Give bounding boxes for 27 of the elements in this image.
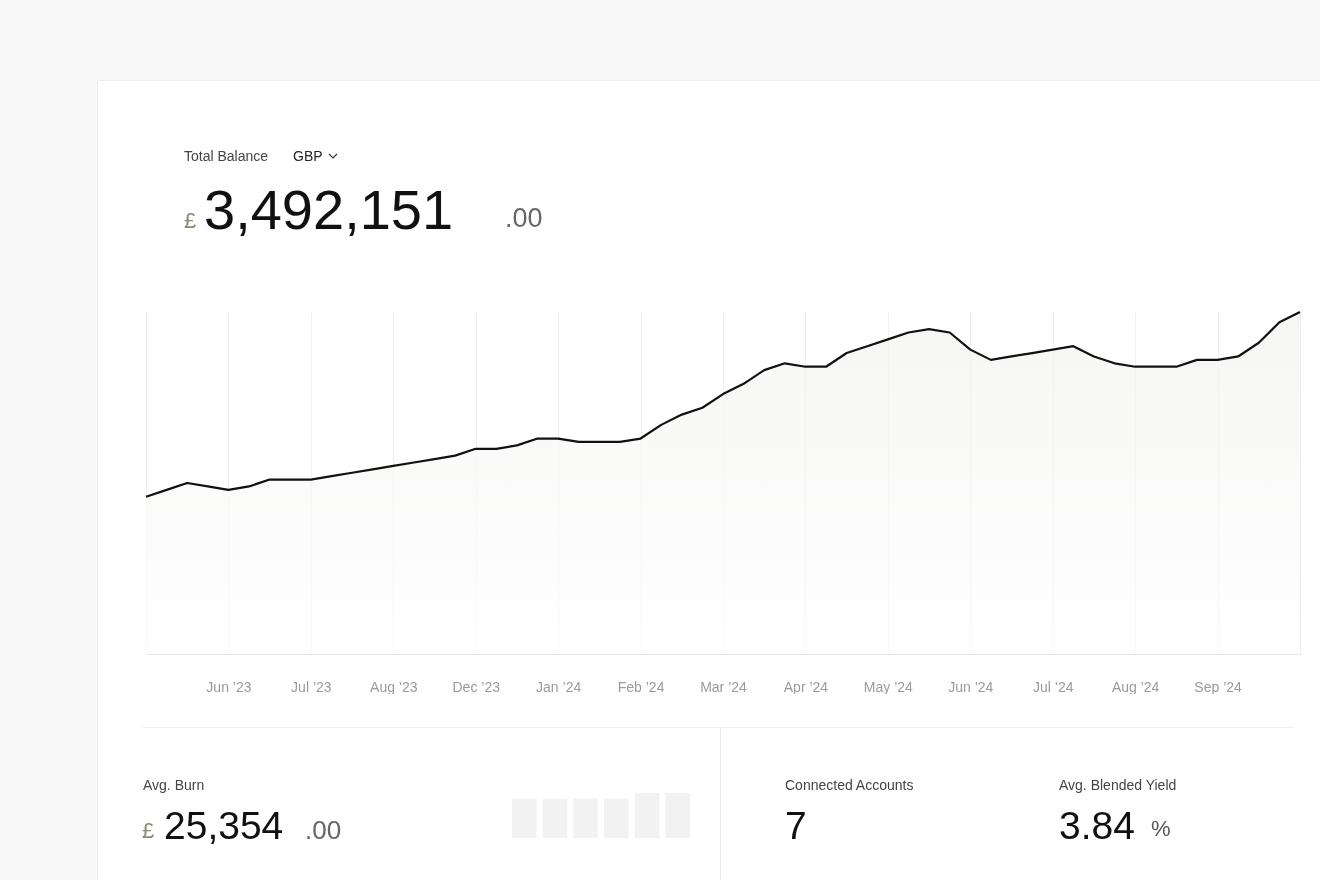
text: GBP [293, 148, 323, 164]
x-tick-label: Jul ’23 [291, 678, 332, 695]
text: .00 [305, 815, 342, 845]
x-tick-label: Apr ’24 [783, 678, 829, 695]
x-tick-label: Aug ’24 [1111, 678, 1160, 695]
text: Avg. Blended Yield [1059, 777, 1177, 793]
x-tick-label: Jun ’24 [948, 678, 994, 695]
text: Avg. Burn [143, 777, 205, 793]
text: .00 [505, 203, 543, 233]
text: Connected Accounts [785, 777, 914, 793]
text: 3,492,151 [204, 178, 454, 241]
text: 7 [785, 804, 807, 847]
x-tick-label: Aug ’23 [370, 678, 418, 695]
text: £ [142, 818, 155, 843]
x-tick-label: Mar ’24 [700, 678, 748, 695]
text: 25,354 [164, 804, 284, 847]
text: 3.84 [1059, 804, 1135, 847]
x-tick-label: Jul ’24 [1032, 678, 1074, 695]
x-tick-label: Feb ’24 [617, 678, 665, 695]
x-tick-label: May ’24 [863, 678, 914, 695]
chart-title: Total Balance [184, 148, 269, 164]
text: % [1151, 816, 1171, 841]
text: £ [184, 208, 197, 233]
x-tick-label: Jun ’23 [206, 678, 252, 695]
x-tick-label: Dec ’23 [452, 678, 501, 695]
x-tick-label: Jan ’24 [536, 678, 582, 695]
x-tick-label: Sep ’24 [1194, 678, 1243, 695]
